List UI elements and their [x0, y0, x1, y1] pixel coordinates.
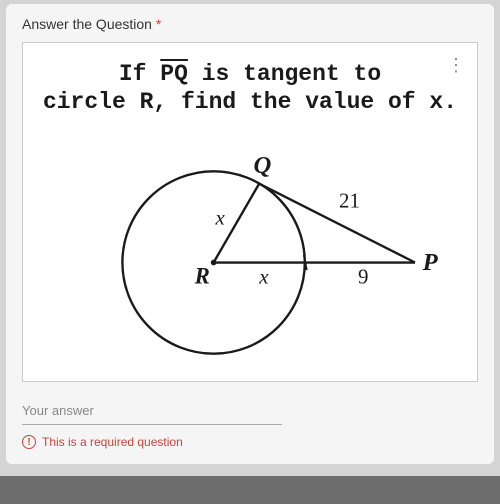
- answer-input[interactable]: Your answer: [22, 402, 282, 425]
- problem-segment-pq: PQ: [160, 61, 188, 87]
- label-21: 21: [339, 188, 360, 212]
- form-card: Answer the Question * ⋮ If PQ is tangent…: [6, 4, 494, 464]
- required-text: This is a required question: [42, 435, 183, 449]
- required-warning: ! This is a required question: [22, 435, 478, 449]
- segment-qp: [259, 184, 415, 263]
- warning-icon: !: [22, 435, 36, 449]
- problem-line1-post: is tangent to: [188, 61, 381, 87]
- problem-line1-pre: If: [119, 61, 160, 87]
- label-x-top: x: [215, 206, 226, 230]
- label-p: P: [422, 249, 439, 276]
- label-x-bottom: x: [258, 264, 269, 288]
- question-label: Answer the Question: [22, 16, 152, 32]
- problem-statement: If PQ is tangent to circle R, find the v…: [23, 43, 477, 116]
- label-r: R: [194, 263, 210, 288]
- question-header: Answer the Question *: [22, 16, 478, 32]
- required-asterisk: *: [156, 16, 161, 32]
- geometry-diagram: Q P R x x 21 9: [73, 133, 453, 373]
- problem-image-area: ⋮ If PQ is tangent to circle R, find the…: [22, 42, 478, 382]
- menu-dots-icon[interactable]: ⋮: [447, 55, 463, 76]
- answer-placeholder: Your answer: [22, 403, 94, 418]
- label-q: Q: [254, 152, 272, 179]
- label-9: 9: [358, 264, 368, 288]
- problem-line2: circle R, find the value of x.: [43, 89, 457, 115]
